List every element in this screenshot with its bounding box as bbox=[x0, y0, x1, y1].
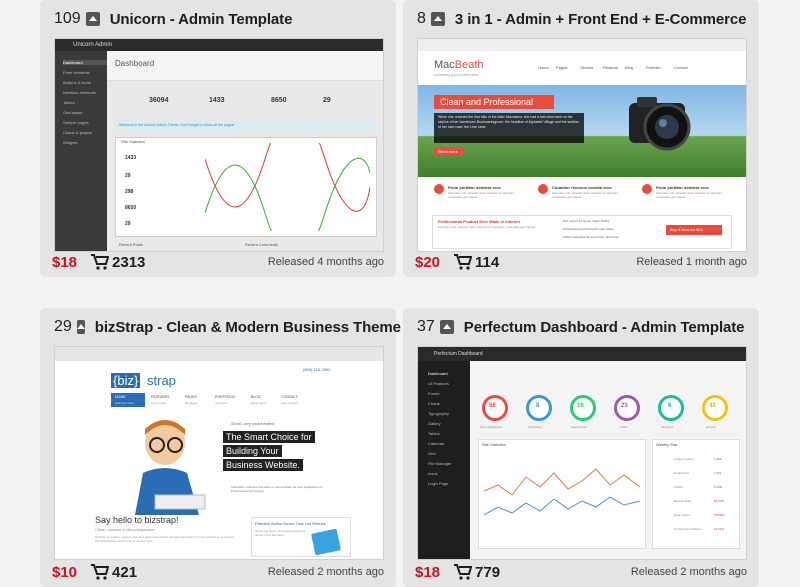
upvote-icon[interactable] bbox=[76, 320, 85, 334]
sales-count: 421 bbox=[112, 563, 138, 581]
cart-icon bbox=[454, 254, 473, 270]
upvote-icon[interactable] bbox=[430, 12, 445, 26]
card-header: 8 3 in 1 - Admin + Front End + E-Commerc… bbox=[417, 9, 751, 29]
sales-count: 2313 bbox=[112, 253, 146, 271]
template-preview[interactable]: Unicorn Admin Dashboard Form elements Bu… bbox=[54, 38, 384, 252]
release-date: Released 4 months ago bbox=[267, 256, 384, 268]
card-footer: $20 114 Released 1 month ago bbox=[415, 252, 747, 272]
sales-count: 114 bbox=[475, 253, 500, 271]
card-footer: $18 2313 Released 4 months ago bbox=[52, 252, 384, 272]
card-footer: $10 421 Released 2 months ago bbox=[52, 562, 384, 582]
template-card: 8 3 in 1 - Admin + Front End + E-Commerc… bbox=[403, 0, 759, 277]
preview-line-chart bbox=[484, 468, 640, 516]
template-title[interactable]: Perfectum Dashboard - Admin Template bbox=[463, 318, 745, 336]
release-date: Released 2 months ago bbox=[630, 566, 747, 578]
template-title[interactable]: bizStrap - Clean & Modern Business Theme bbox=[94, 318, 401, 336]
cart-icon bbox=[91, 254, 110, 270]
release-date: Released 1 month ago bbox=[636, 256, 747, 268]
card-header: 37 Perfectum Dashboard - Admin Template bbox=[417, 317, 751, 337]
preview-brand: Unicorn Admin bbox=[73, 42, 113, 48]
card-header: 109 Unicorn - Admin Template bbox=[54, 9, 388, 29]
price: $18 bbox=[52, 253, 78, 271]
vote-count: 29 bbox=[54, 318, 72, 335]
boy-with-glasses-image bbox=[135, 420, 206, 515]
template-preview[interactable]: {biz} strap (800) 123-7800 HOME welcome … bbox=[54, 346, 384, 560]
preview-page-title: Dashboard bbox=[115, 59, 155, 68]
price: $20 bbox=[415, 253, 441, 271]
preview-logo: {biz} bbox=[111, 373, 141, 388]
cart-icon bbox=[454, 564, 473, 580]
template-card: 29 bizStrap - Clean & Modern Business Th… bbox=[40, 308, 401, 587]
card-footer: $18 779 Released 2 months ago bbox=[415, 562, 747, 582]
card-header: 29 bizStrap - Clean & Modern Business Th… bbox=[54, 317, 401, 337]
template-title[interactable]: 3 in 1 - Admin + Front End + E-Commerce bbox=[454, 10, 747, 28]
price: $10 bbox=[52, 563, 78, 581]
vote-count: 8 bbox=[417, 10, 426, 27]
preview-sine-chart bbox=[205, 143, 370, 231]
sales-count: 779 bbox=[475, 563, 501, 581]
preview-brand: MacBeath bbox=[434, 59, 484, 71]
price: $18 bbox=[415, 563, 441, 581]
cart-icon bbox=[91, 564, 110, 580]
template-card: 37 Perfectum Dashboard - Admin Template … bbox=[403, 308, 759, 587]
template-card: 109 Unicorn - Admin Template Unicorn Adm… bbox=[40, 0, 396, 277]
template-preview[interactable]: MacBeath something goes in here area Hom… bbox=[417, 38, 747, 252]
template-title[interactable]: Unicorn - Admin Template bbox=[109, 10, 293, 28]
vote-count: 37 bbox=[417, 318, 435, 335]
upvote-icon[interactable] bbox=[439, 320, 454, 334]
camera-icon bbox=[629, 97, 691, 151]
vote-count: 109 bbox=[54, 10, 81, 27]
release-date: Released 2 months ago bbox=[267, 566, 384, 578]
template-preview[interactable]: Perfectum Dashboard Dashboard UI Feature… bbox=[417, 346, 747, 560]
preview-brand: Perfectum Dashboard bbox=[434, 351, 483, 357]
upvote-icon[interactable] bbox=[85, 12, 100, 26]
